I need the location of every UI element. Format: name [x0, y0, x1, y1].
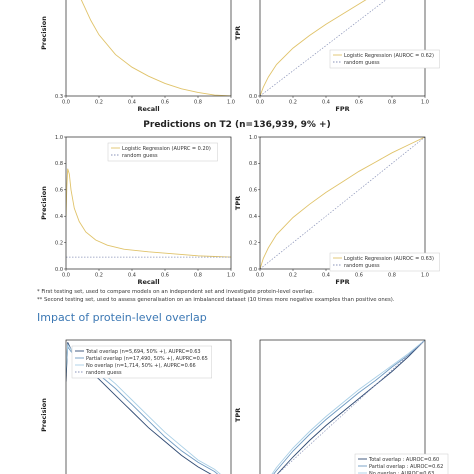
roc2-xtick-label-5: 1.0 — [421, 273, 429, 279]
pr1-xtick-label-5: 1.0 — [227, 100, 235, 106]
pr2-ytick-label-4: 0.8 — [55, 161, 63, 167]
pr-curve-overlap: Precision Total overlap (n=5,694, 50% +),… — [0, 330, 237, 474]
roc-curve-t2: 0.0 0.2 0.4 0.6 0.8 1.0 0.0 0.2 0.4 0.6 0.8 1.0 FPR T… — [234, 132, 474, 286]
roc3-legend-label-1: Partial overlap : AUROC=0.62 — [369, 464, 443, 470]
roc3-series-line-3 — [277, 340, 425, 474]
roc1-xtick-label-5: 1.0 — [421, 100, 429, 106]
pr2-ytick-label-2: 0.4 — [55, 214, 63, 220]
pr2-legend-box — [107, 142, 218, 162]
pr2-xtick-label-1: 0.2 — [95, 273, 103, 279]
pr-curve-t1: 0.0 0.2 0.4 0.6 0.8 1.0 0.3 Recall Precision — [0, 0, 237, 120]
pr2-legend-label-0: Logistic Regression (AUPRC = 0.20) — [122, 146, 211, 152]
roc-curve-overlap: TPR Total overlap : AUROC=0.60 Partial ove… — [234, 330, 474, 474]
roc2-ytick-label-1: 0.2 — [249, 240, 257, 246]
pr-curve-overlap-svg: Precision Total overlap (n=5,694, 50% +),… — [40, 339, 232, 474]
roc-curve-t1-svg: 0.0 0.2 0.4 0.6 0.8 1.0 0.0 FPR TPR Logistic Regr… — [234, 0, 440, 113]
roc3-legend-label-0: Total overlap : AUROC=0.60 — [368, 457, 439, 463]
roc3-series-line-2 — [271, 340, 425, 474]
pr2-ytick-label-0: 0.0 — [55, 267, 63, 273]
t2-chart-title: Predictions on T2 (n=136,939, 9% +) — [143, 120, 331, 130]
footnotes: * First testing set, used to compare mod… — [37, 288, 457, 304]
pr1-xtick-label-3: 0.6 — [161, 100, 169, 106]
pr2-axes-frame — [65, 136, 232, 270]
pr3-legend-label-2: No overlap (n=1,714, 50% +), AUPRC=0.66 — [86, 363, 196, 369]
pr2-xtick-label-4: 0.8 — [194, 273, 202, 279]
roc1-xtick-label-0: 0.0 — [256, 100, 264, 106]
section-heading: Impact of protein-level overlap — [37, 311, 207, 324]
roc2-xtick-label-4: 0.8 — [388, 273, 396, 279]
roc2-ytick-label-0: 0.0 — [249, 267, 257, 273]
roc2-legend-box — [329, 252, 440, 272]
roc2-series-line-0 — [260, 137, 425, 269]
roc1-xtick-label-3: 0.6 — [355, 100, 363, 106]
footnote-t2: ** Second testing set, used to assess ge… — [37, 297, 395, 303]
roc3-series-line-1 — [273, 340, 425, 474]
roc2-series-line-1 — [260, 137, 425, 269]
roc1-xtick-label-4: 0.8 — [388, 100, 396, 106]
pr1-xtick-label-0: 0.0 — [62, 100, 70, 106]
roc3-series-line-0 — [276, 340, 425, 474]
roc-curve-t1: 0.0 0.2 0.4 0.6 0.8 1.0 0.0 FPR TPR Logistic Regr… — [234, 0, 474, 120]
footnote-t1: * First testing set, used to compare mod… — [37, 289, 314, 295]
roc1-legend-label-0: Logistic Regression (AUROC = 0.62) — [344, 53, 434, 59]
roc1-ytick-label-0: 0.0 — [249, 94, 257, 100]
roc2-legend-label-0: Logistic Regression (AUROC = 0.63) — [344, 256, 434, 262]
roc2-xlabel: FPR — [335, 278, 349, 286]
roc-curve-t2-svg: 0.0 0.2 0.4 0.6 0.8 1.0 0.0 0.2 0.4 0.6 0.8 1.0 FPR T… — [234, 135, 440, 286]
pr1-xtick-label-4: 0.8 — [194, 100, 202, 106]
pr3-legend-label-1: Partial overlap (n=17,490, 50% +), AUPRC… — [86, 356, 208, 362]
pr1-xlabel: Recall — [137, 105, 159, 113]
roc2-xtick-label-0: 0.0 — [256, 273, 264, 279]
pr2-xtick-label-0: 0.0 — [62, 273, 70, 279]
pr2-ylabel: Precision — [40, 186, 48, 220]
roc2-legend-label-1: random guess — [344, 263, 380, 269]
pr-curve-t1-svg: 0.0 0.2 0.4 0.6 0.8 1.0 0.3 Recall Precision — [40, 0, 235, 113]
roc2-xtick-label-3: 0.6 — [355, 273, 363, 279]
pr1-ylabel: Precision — [40, 16, 48, 50]
pr2-xtick-label-3: 0.6 — [161, 273, 169, 279]
roc1-axes-frame — [259, 0, 426, 97]
roc1-legend-label-1: random guess — [344, 60, 380, 66]
pr1-ytick-label-0: 0.3 — [55, 94, 63, 100]
roc1-ylabel: TPR — [234, 26, 242, 40]
roc2-xtick-label-1: 0.2 — [289, 273, 297, 279]
roc3-ylabel: TPR — [234, 408, 242, 422]
roc1-legend-box — [329, 49, 440, 69]
pr3-legend-box — [71, 345, 212, 379]
pr2-ytick-label-1: 0.2 — [55, 240, 63, 246]
roc1-xlabel: FPR — [335, 105, 349, 113]
pr2-legend-label-1: random guess — [122, 153, 158, 159]
roc3-legend-label-2: No overlap : AUROC=0.63 — [369, 471, 434, 474]
roc3-legend-box — [354, 453, 449, 474]
pr2-ytick-label-5: 1.0 — [55, 135, 63, 141]
pr3-ylabel: Precision — [40, 398, 48, 432]
pr3-legend-label-3: random guess — [86, 370, 122, 376]
roc2-ytick-label-5: 1.0 — [249, 135, 257, 141]
roc2-ytick-label-4: 0.8 — [249, 161, 257, 167]
pr2-xtick-label-5: 1.0 — [227, 273, 235, 279]
pr3-axes-frame — [65, 339, 232, 474]
roc1-series-line-0 — [260, 0, 367, 96]
roc1-xtick-label-1: 0.2 — [289, 100, 297, 106]
pr-curve-t2-svg: 0.0 0.2 0.4 0.6 0.8 1.0 0.0 0.2 0.4 0.6 0.8 1.0 Reca… — [40, 135, 235, 286]
pr2-xlabel: Recall — [137, 278, 159, 286]
pr1-xtick-label-2: 0.4 — [128, 100, 136, 106]
roc2-xtick-label-2: 0.4 — [322, 273, 330, 279]
pr1-axes-frame — [65, 0, 232, 97]
pr2-series-line-0 — [66, 168, 231, 258]
pr1-xtick-label-1: 0.2 — [95, 100, 103, 106]
pr3-legend-label-0: Total overlap (n=5,694, 50% +), AUPRC=0.… — [85, 349, 201, 355]
roc1-xtick-label-2: 0.4 — [322, 100, 330, 106]
roc2-ytick-label-2: 0.4 — [249, 214, 257, 220]
pr-curve-t2: 0.0 0.2 0.4 0.6 0.8 1.0 0.0 0.2 0.4 0.6 0.8 1.0 Reca… — [0, 132, 237, 286]
roc3-axes-frame — [259, 339, 426, 474]
roc2-ylabel: TPR — [234, 196, 242, 210]
pr1-series-line-0 — [80, 0, 231, 96]
pr2-xtick-label-2: 0.4 — [128, 273, 136, 279]
roc2-ytick-label-3: 0.6 — [249, 188, 257, 194]
pr2-ytick-label-3: 0.6 — [55, 188, 63, 194]
